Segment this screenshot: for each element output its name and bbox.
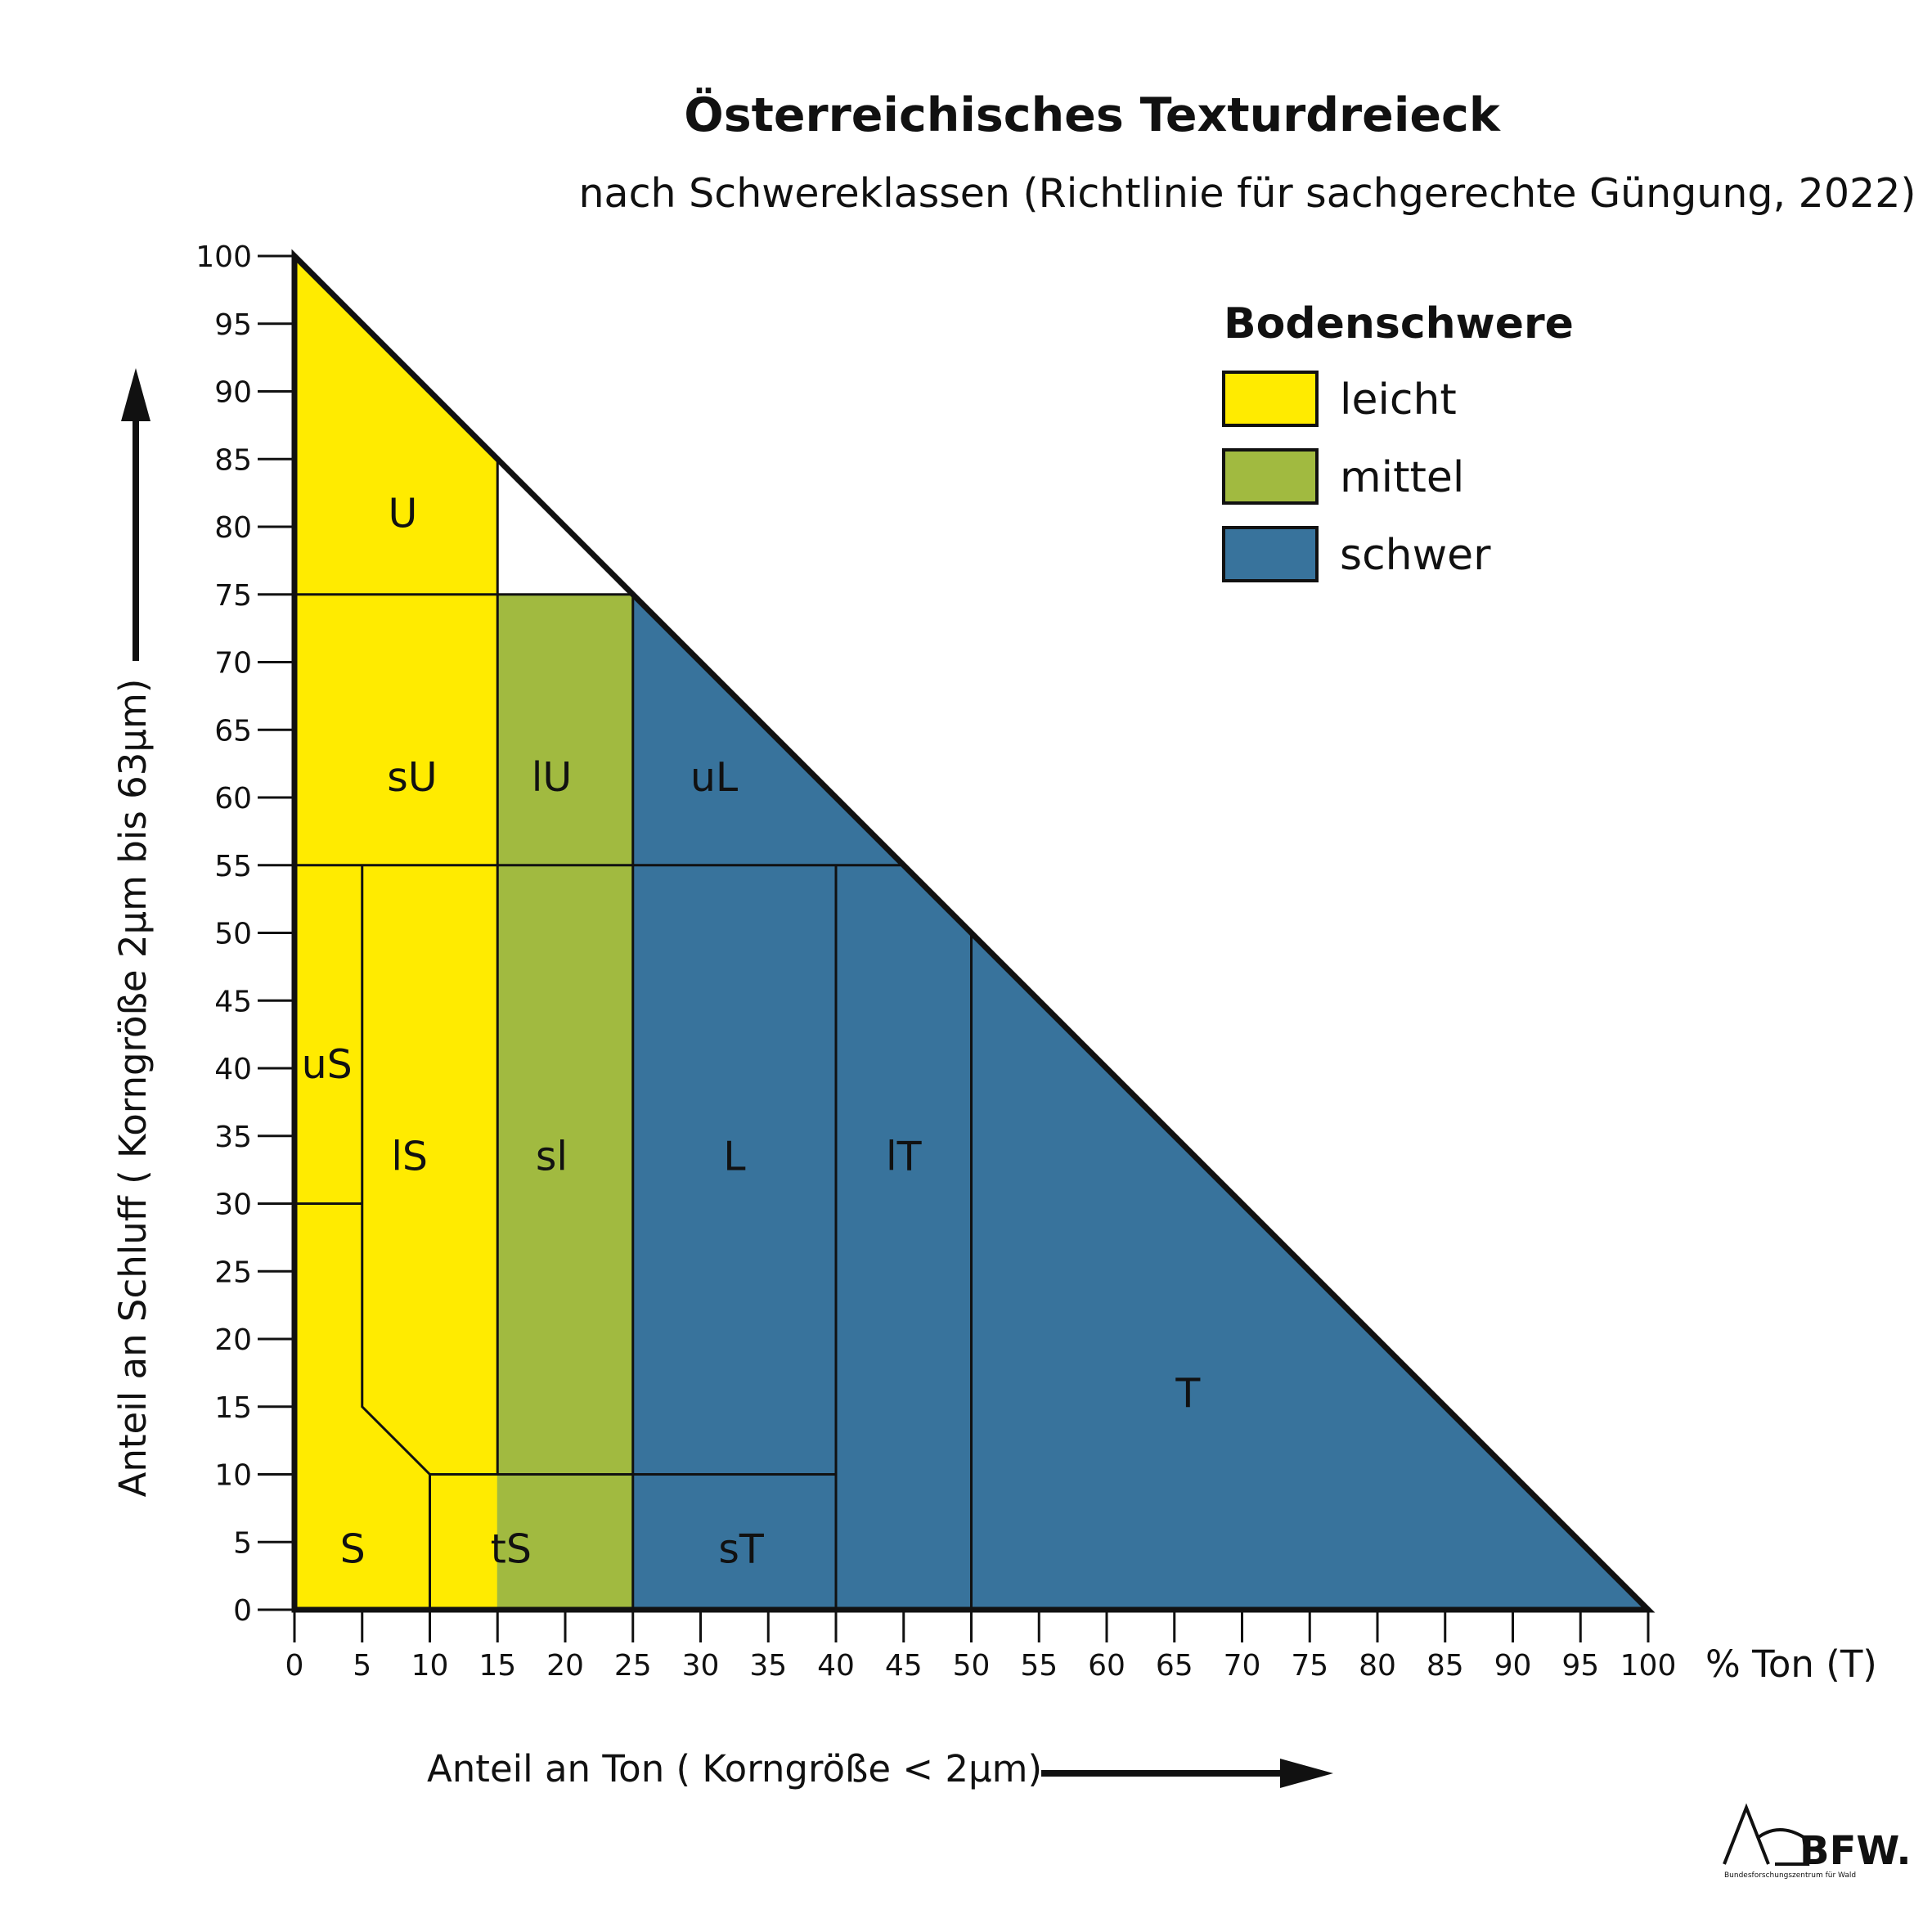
y-tick-label: 15: [214, 1391, 252, 1425]
y-tick-label: 25: [214, 1256, 252, 1289]
y-tick-label: 35: [214, 1121, 252, 1154]
chart-title: Österreichisches Texturdreieck: [684, 87, 1501, 142]
y-tick-label: 70: [214, 647, 252, 681]
y-tick-label: 55: [214, 850, 252, 883]
region-lt: [835, 865, 972, 1611]
x-tick-label: 10: [411, 1649, 449, 1683]
x-tick-label: 45: [885, 1649, 923, 1683]
class-boundaries: [294, 459, 973, 1610]
x-tick-label: 40: [817, 1649, 855, 1683]
legend-label-leicht: leicht: [1340, 375, 1457, 425]
y-tick-label: 50: [214, 918, 252, 951]
x-axis-title: Anteil an Ton ( Korngröße < 2µm): [427, 1747, 1042, 1790]
region-su: [294, 594, 498, 866]
legend: Bodenschwere leicht mittel schwer: [1222, 299, 1574, 582]
region-ls: [362, 865, 498, 1475]
region-label-l: L: [723, 1134, 746, 1180]
y-tick-label: 0: [233, 1594, 252, 1628]
x-axis-arrow-icon: [1041, 1759, 1333, 1788]
x-tick-label: 85: [1427, 1649, 1464, 1683]
x-tick-label: 65: [1156, 1649, 1193, 1683]
region-ts: [429, 1474, 498, 1611]
legend-swatch-mittel: [1222, 448, 1319, 505]
legend-label-schwer: schwer: [1340, 531, 1491, 580]
x-tick-label: 5: [353, 1649, 371, 1683]
x-tick-label: 70: [1224, 1649, 1261, 1683]
x-tick-label: 25: [614, 1649, 652, 1683]
y-tick-label: 20: [214, 1323, 252, 1357]
y-axis-title: Anteil an Schluff ( Korngröße 2µm bis 63…: [111, 679, 155, 1498]
legend-label-mittel: mittel: [1340, 453, 1464, 502]
x-tick-label: 95: [1561, 1649, 1599, 1683]
region-label-us: uS: [302, 1041, 353, 1088]
y-tick-label: 75: [214, 579, 252, 613]
y-axis: 0 5 10 15 20 25 30 35 40 45 50 55 60 65 70 75 80 85 90 95 10…: [195, 240, 294, 1628]
region-label-lu: lU: [532, 754, 572, 801]
y-tick-label: 5: [233, 1526, 252, 1560]
x-axis: 0 5 10 15 20 25 30 35 40 45 50 55 60 65 70 75 80 85 90 95 10…: [285, 1610, 1677, 1683]
y-axis-arrow-icon: [121, 368, 151, 661]
y-tick-label: 80: [214, 511, 252, 545]
x-axis-unit-label: % Ton (T): [1705, 1642, 1877, 1686]
y-tick-label: 65: [214, 714, 252, 748]
x-tick-label: 15: [479, 1649, 516, 1683]
x-tick-label: 90: [1494, 1649, 1532, 1683]
x-tick-label: 100: [1620, 1649, 1677, 1683]
x-tick-label: 50: [953, 1649, 991, 1683]
region-label-t: T: [1175, 1370, 1201, 1417]
y-tick-label: 10: [214, 1459, 252, 1493]
y-tick-label: 45: [214, 985, 252, 1018]
legend-swatch-leicht: [1222, 371, 1319, 427]
region-label-u: U: [388, 490, 417, 537]
y-tick-label: 40: [214, 1053, 252, 1086]
y-tick-label: 30: [214, 1188, 252, 1222]
region-label-ul: uL: [690, 754, 739, 801]
x-tick-label: 20: [546, 1649, 584, 1683]
bfw-logo-text: BFW.: [1799, 1828, 1912, 1874]
bfw-logo: BFW. Bundesforschungszentrum für Wald: [1723, 1803, 1912, 1880]
region-label-ts: tS: [491, 1526, 532, 1573]
region-label-sl: sl: [536, 1134, 568, 1180]
y-tick-label: 85: [214, 443, 252, 477]
x-tick-label: 60: [1088, 1649, 1126, 1683]
x-tick-label: 55: [1020, 1649, 1058, 1683]
x-tick-label: 35: [749, 1649, 787, 1683]
y-tick-label: 95: [214, 308, 252, 342]
y-tick-label: 60: [214, 782, 252, 815]
x-tick-label: 80: [1359, 1649, 1396, 1683]
x-tick-label: 0: [285, 1649, 304, 1683]
region-label-s: S: [340, 1526, 366, 1573]
x-tick-label: 30: [682, 1649, 720, 1683]
region-label-ls: lS: [391, 1134, 428, 1180]
region-label-lt: lT: [886, 1134, 923, 1180]
region-lu: [496, 594, 634, 866]
region-us: [294, 865, 363, 1204]
legend-swatch-schwer: [1222, 526, 1319, 582]
bfw-mountain-icon: [1723, 1803, 1810, 1866]
legend-title: Bodenschwere: [1224, 299, 1574, 348]
region-label-st: sT: [718, 1526, 765, 1573]
bfw-logo-subtext: Bundesforschungszentrum für Wald: [1724, 1871, 1856, 1880]
chart-subtitle: nach Schwereklassen (Richtlinie für sach…: [579, 170, 1916, 217]
y-tick-label: 90: [214, 376, 252, 410]
y-tick-label: 100: [195, 240, 252, 274]
region-label-su: sU: [387, 754, 437, 801]
x-tick-label: 75: [1291, 1649, 1328, 1683]
